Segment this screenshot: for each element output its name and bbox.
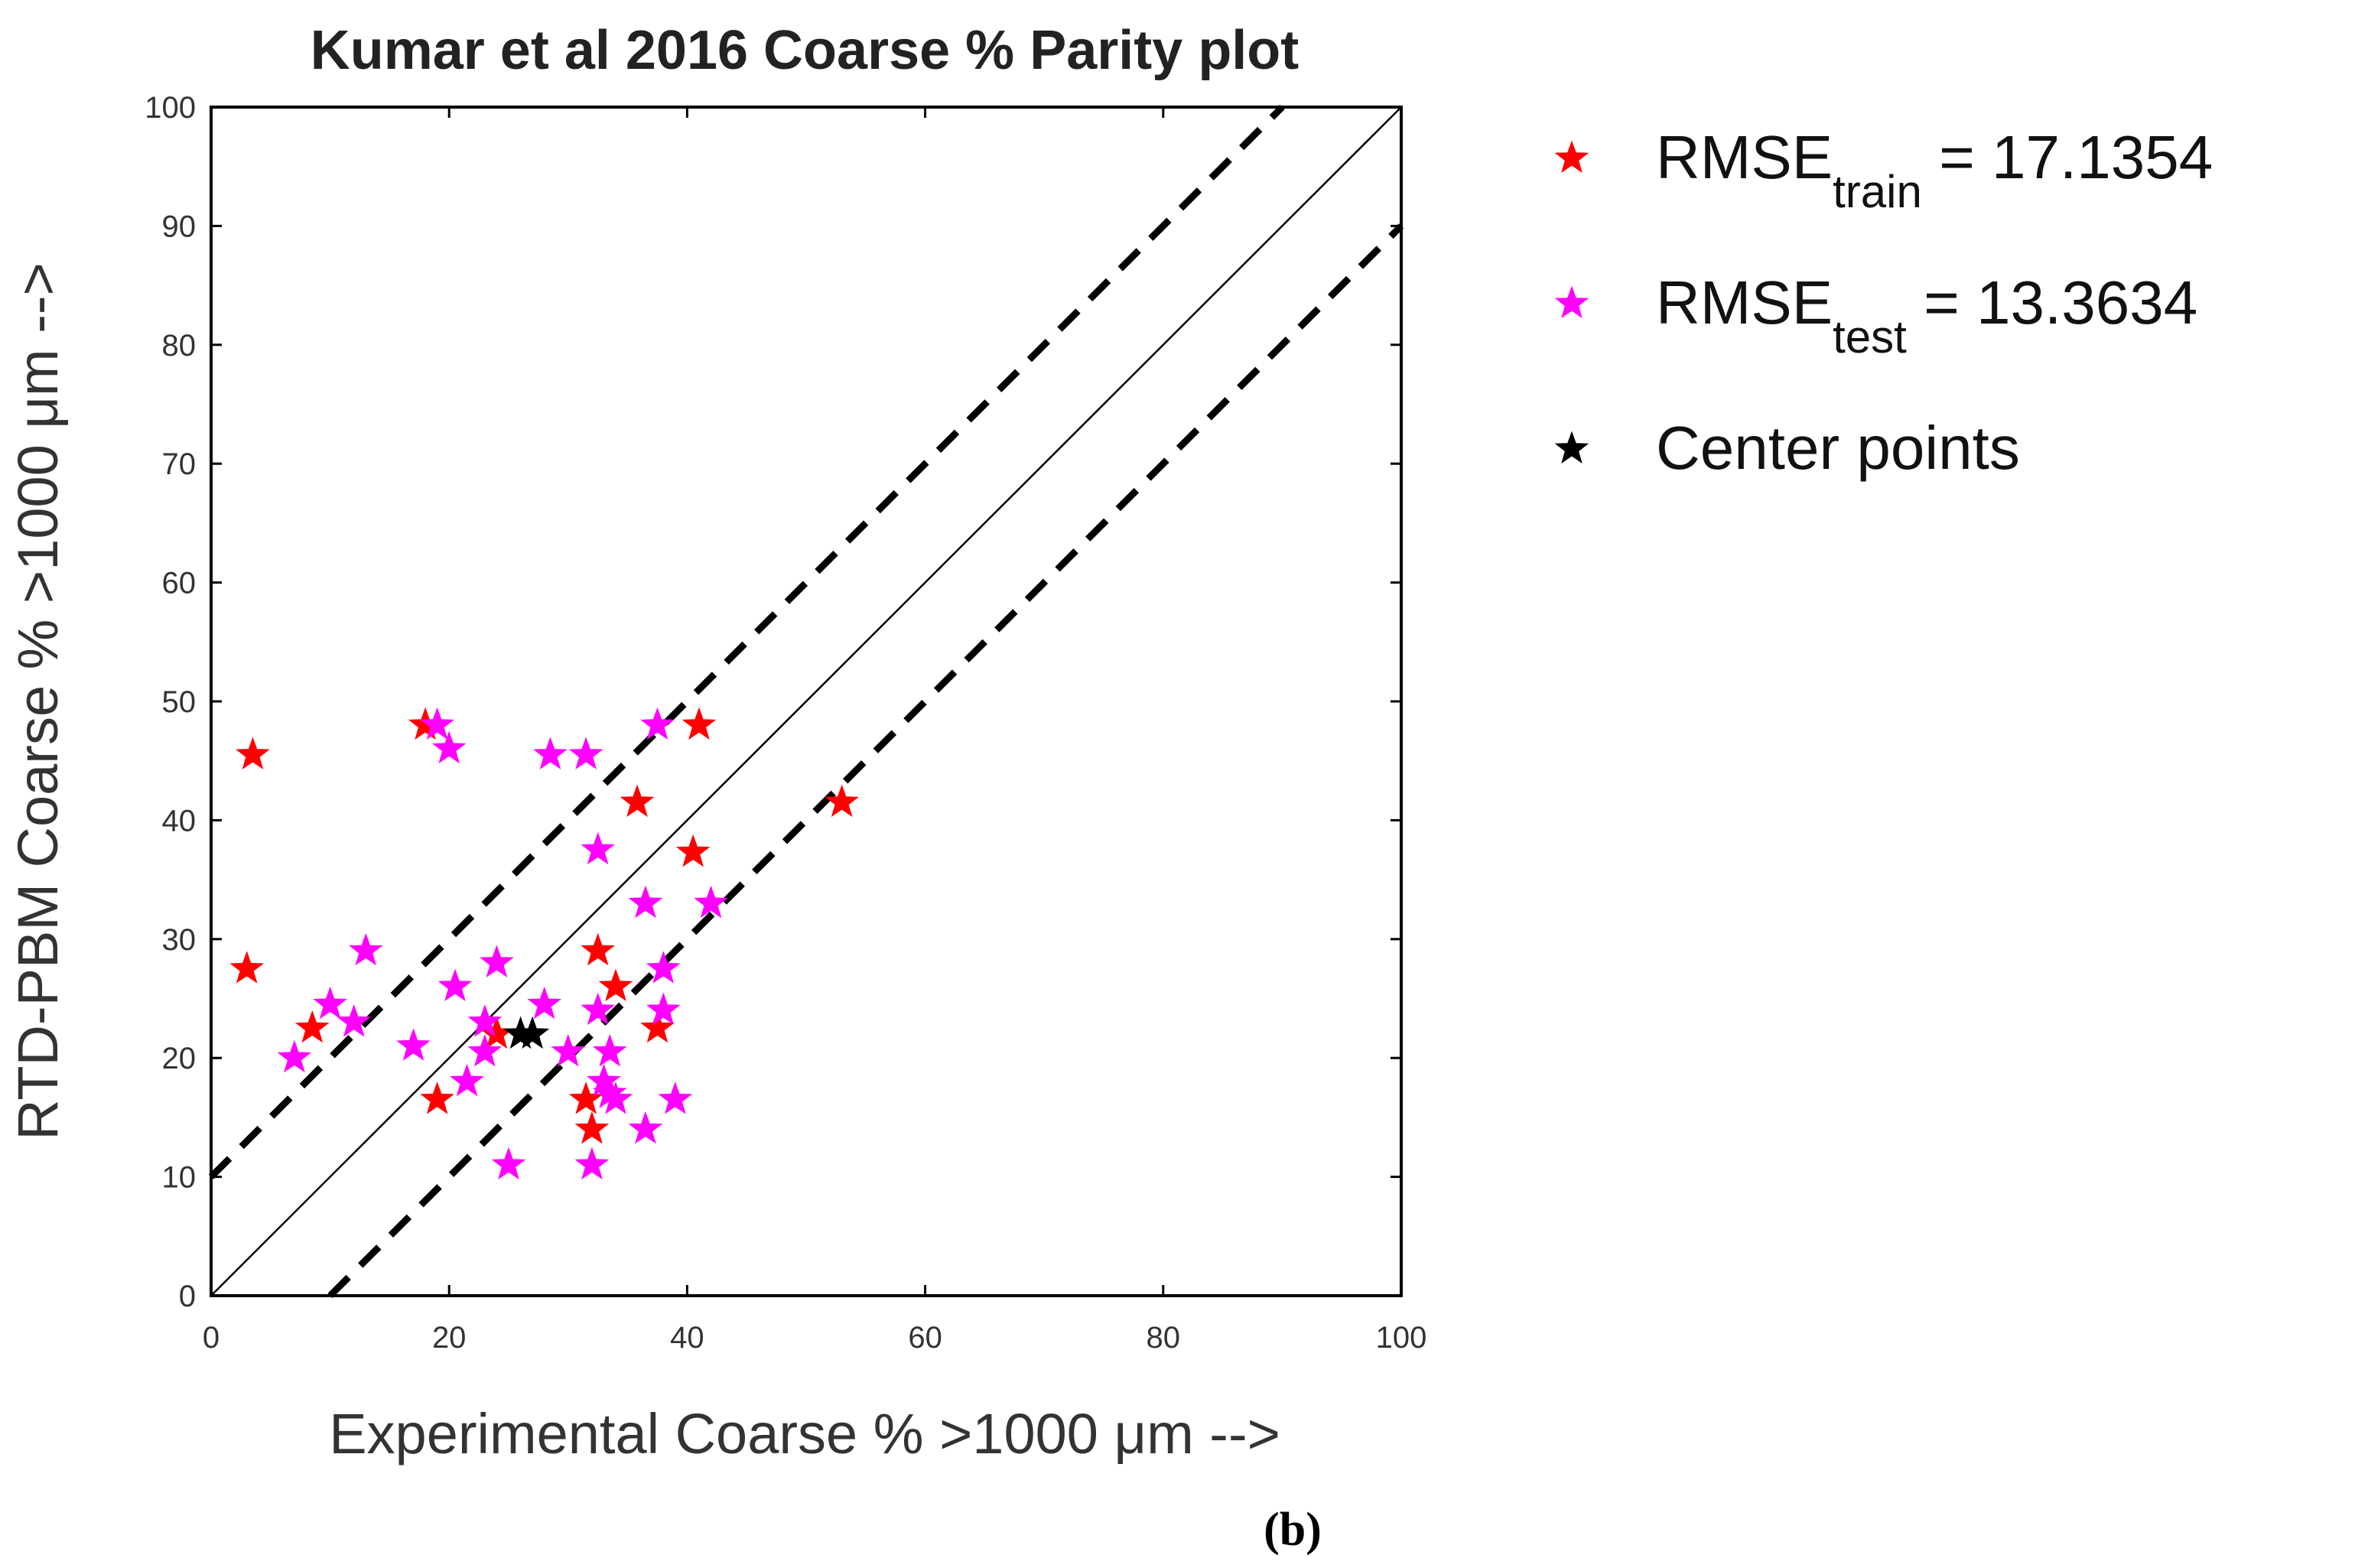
test-point (574, 1147, 610, 1180)
upper-bound-line (208, 104, 1285, 1179)
x-tick-label: 100 (1376, 1321, 1427, 1355)
test-point (527, 986, 562, 1020)
x-tick-label: 0 (203, 1321, 220, 1355)
parity-line (210, 106, 1402, 1296)
y-tick-label: 20 (162, 1042, 197, 1075)
legend-train-marker (1554, 140, 1589, 173)
legend-test-label: RMSEtest = 13.3634 (1656, 268, 2197, 363)
y-tick-label: 100 (145, 91, 196, 125)
legend-train-subscript: train (1833, 166, 1922, 217)
test-point (646, 992, 681, 1026)
train-point (825, 784, 860, 818)
legend-train-label: RMSEtrain = 17.1354 (1656, 123, 2213, 217)
test-point (658, 1082, 693, 1114)
test-point (313, 986, 347, 1020)
train-point (229, 951, 265, 984)
legend-train-value: = 17.1354 (1922, 123, 2213, 191)
center-point (515, 1016, 550, 1049)
train-point (681, 707, 717, 740)
train-point (581, 932, 616, 966)
x-tick-label: 60 (908, 1321, 942, 1355)
test-point (467, 1004, 503, 1037)
test-point (450, 1063, 484, 1097)
lower-bound-line (327, 223, 1404, 1299)
y-tick-label: 10 (162, 1161, 197, 1195)
test-point (592, 1033, 627, 1067)
legend-test-marker (1554, 285, 1589, 318)
x-tick-label: 40 (670, 1321, 704, 1355)
train-point (574, 1111, 610, 1144)
legend-center-marker (1554, 431, 1589, 464)
test-point (640, 707, 675, 740)
x-tick-label: 20 (432, 1321, 467, 1355)
test-point (420, 707, 455, 740)
train-point (640, 1010, 675, 1043)
test-point (491, 1147, 526, 1180)
data-markers (229, 707, 860, 1180)
legend-test-subscript: test (1833, 311, 1907, 363)
y-tick-label: 30 (162, 923, 197, 957)
legend-train-main: RMSE (1656, 123, 1833, 191)
x-tick-label: 80 (1147, 1321, 1181, 1355)
y-tick-label: 50 (162, 685, 197, 719)
train-point (420, 1082, 455, 1114)
test-point (628, 1111, 663, 1144)
test-point (628, 885, 663, 919)
test-point (396, 1028, 431, 1061)
x-axis-label: Experimental Coarse % >1000 μm --> (329, 1402, 1280, 1466)
y-tick-label: 90 (162, 210, 197, 243)
legend-center-main: Center points (1656, 414, 2020, 482)
test-point (337, 1004, 371, 1037)
legend-center-label: Center points (1656, 414, 2020, 482)
train-point (620, 784, 655, 818)
test-point (581, 992, 616, 1025)
test-point (598, 1082, 633, 1114)
axis-ticks: 0 20 40 60 80 100 0 10 20 30 40 50 60 70 80 90 100 (145, 91, 1426, 1355)
train-point (675, 834, 711, 867)
test-point (646, 951, 681, 984)
train-point (294, 1010, 330, 1043)
figure-caption: (b) (1264, 1504, 1322, 1556)
y-tick-label: 70 (162, 447, 197, 481)
test-point (694, 885, 728, 919)
test-point (277, 1039, 312, 1073)
test-point (437, 968, 473, 1001)
test-point (581, 831, 616, 865)
reference-lines (208, 104, 1404, 1299)
test-point (551, 1033, 586, 1067)
train-point (598, 968, 633, 1001)
y-tick-label: 0 (179, 1280, 196, 1313)
test-point (467, 1033, 503, 1067)
test-point (480, 945, 514, 978)
y-tick-label: 80 (162, 329, 197, 363)
legend-test-main: RMSE (1656, 268, 1833, 337)
y-tick-label: 60 (162, 567, 197, 600)
y-axis-label: RTD-PBM Coarse % >1000 μm --> (6, 262, 70, 1140)
test-point (431, 730, 467, 764)
test-point (568, 737, 603, 769)
legend-test-value: = 13.3634 (1907, 268, 2197, 337)
test-point (533, 737, 568, 769)
y-tick-label: 40 (162, 804, 197, 838)
chart-title: Kumar et al 2016 Coarse % Parity plot (311, 20, 1299, 81)
train-point (236, 737, 270, 769)
test-point (348, 932, 383, 966)
train-point (568, 1082, 603, 1114)
